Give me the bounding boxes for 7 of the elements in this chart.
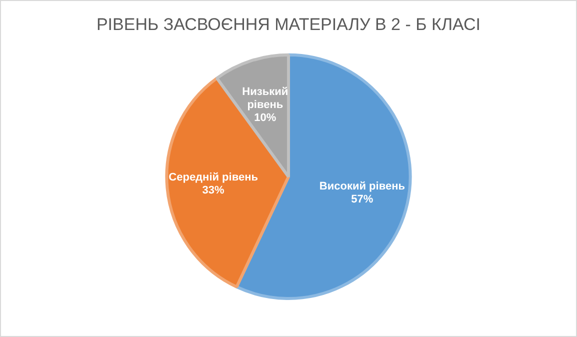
data-label: 33% xyxy=(202,184,225,196)
data-label: 10% xyxy=(254,112,276,124)
slice-label: Низький рівень xyxy=(242,86,288,111)
slice-label: Високий рівень xyxy=(319,180,406,193)
chart-title: РІВЕНЬ ЗАСВОЄННЯ МАТЕРІАЛУ В 2 - Б КЛАСІ xyxy=(96,14,481,34)
data-label: 57% xyxy=(351,194,374,206)
slice-label: Середній рівень xyxy=(168,171,258,184)
